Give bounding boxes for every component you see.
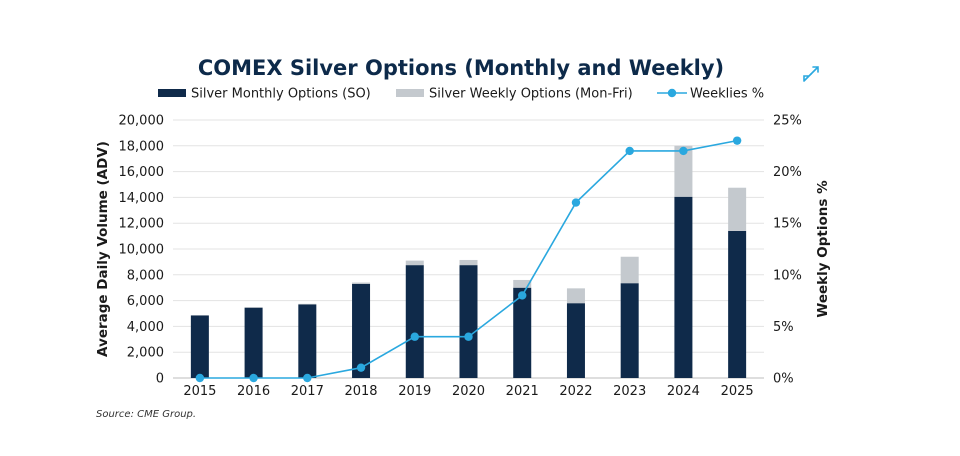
y-tick-label: 10,000 <box>119 243 165 258</box>
x-tick-label: 2017 <box>291 384 324 399</box>
y2-tick-label: 20% <box>773 165 802 180</box>
bar-weekly <box>244 307 263 308</box>
y-axis-ticks: 0 2,000 4,000 6,000 8,000 10,000 12,000 14,000 1… <box>119 114 165 387</box>
bar-weekly <box>728 187 747 231</box>
chart-title: COMEX Silver Options (Monthly and Weekly… <box>198 56 724 80</box>
y-tick-label: 20,000 <box>119 114 165 129</box>
y2-tick-label: 10% <box>773 268 802 283</box>
expand-button[interactable] <box>798 62 824 86</box>
bar-weekly <box>513 279 532 288</box>
weeklies-point <box>356 363 366 372</box>
legend-label-weekly: Silver Weekly Options (Mon-Fri) <box>429 87 633 102</box>
y2-tick-label: 5% <box>773 320 794 335</box>
y2-axis-title: Weekly Options % <box>815 180 831 318</box>
x-tick-label: 2021 <box>506 384 539 399</box>
y-tick-label: 18,000 <box>119 139 165 154</box>
y2-axis-ticks: 0% 5% 10% 15% 20% 25% <box>773 114 802 387</box>
legend-swatch-monthly <box>158 89 186 97</box>
expand-icon <box>803 66 819 82</box>
legend-swatch-weeklies-point <box>667 88 677 98</box>
bars <box>190 145 747 378</box>
weeklies-point <box>625 146 634 156</box>
weeklies-line <box>195 136 742 383</box>
legend-label-monthly: Silver Monthly Options (SO) <box>191 87 371 102</box>
bar-monthly <box>352 283 371 378</box>
weeklies-point <box>464 332 473 341</box>
bar-monthly <box>674 196 693 378</box>
weeklies-point <box>195 373 205 383</box>
weeklies-point <box>303 373 312 383</box>
x-tick-label: 2024 <box>667 384 700 399</box>
weeklies-point <box>679 146 688 156</box>
y-axis-title: Average Daily Volume (ADV) <box>95 141 111 357</box>
y2-tick-label: 15% <box>773 217 802 232</box>
bar-weekly <box>620 256 639 284</box>
bar-weekly <box>352 282 371 284</box>
legend: Silver Monthly Options (SO) Silver Weekly… <box>158 87 764 102</box>
y2-tick-label: 25% <box>773 114 802 129</box>
bar-monthly <box>244 307 263 378</box>
x-tick-label: 2020 <box>452 384 485 399</box>
x-tick-label: 2023 <box>613 384 646 399</box>
weeklies-point <box>249 373 258 383</box>
weeklies-point <box>410 332 419 341</box>
bar-monthly <box>190 315 209 378</box>
y-tick-label: 4,000 <box>127 320 164 335</box>
x-tick-label: 2025 <box>721 384 754 399</box>
weeklies-point <box>518 291 527 300</box>
bar-monthly <box>728 230 747 378</box>
y2-tick-label: 0% <box>773 372 794 387</box>
x-tick-label: 2016 <box>237 384 270 399</box>
legend-label-weeklies: Weeklies % <box>690 87 764 102</box>
bar-weekly <box>298 303 317 305</box>
bar-monthly <box>620 283 639 378</box>
source-note: Source: CME Group. <box>96 409 196 420</box>
bar-monthly <box>566 303 585 378</box>
bar-monthly <box>298 304 317 378</box>
y-tick-label: 6,000 <box>127 294 164 309</box>
weeklies-point <box>732 136 742 145</box>
x-tick-label: 2022 <box>559 384 592 399</box>
bar-monthly <box>459 265 478 378</box>
y-tick-label: 16,000 <box>119 165 165 180</box>
bar-monthly <box>405 265 424 378</box>
y-tick-label: 12,000 <box>119 217 165 232</box>
bar-weekly <box>566 288 585 304</box>
x-tick-label: 2015 <box>183 384 216 399</box>
y-tick-label: 8,000 <box>127 268 164 283</box>
bar-weekly <box>459 259 478 266</box>
x-tick-label: 2018 <box>344 384 377 399</box>
bar-weekly <box>674 145 693 197</box>
bar-weekly <box>405 260 424 266</box>
weeklies-point <box>571 198 581 207</box>
x-tick-label: 2019 <box>398 384 431 399</box>
y-tick-label: 14,000 <box>119 191 165 206</box>
x-axis-ticks: 2015 2016 2017 2018 2019 2020 2021 2022 2023 2024… <box>183 384 753 399</box>
y-tick-label: 2,000 <box>127 346 164 361</box>
legend-swatch-weekly <box>396 89 424 97</box>
bar-monthly <box>513 287 532 378</box>
y-tick-label: 0 <box>156 372 164 387</box>
